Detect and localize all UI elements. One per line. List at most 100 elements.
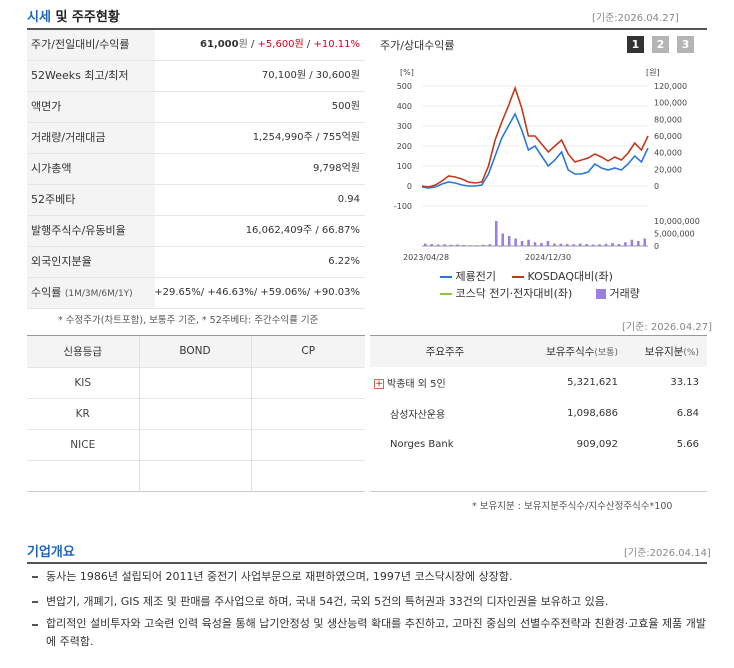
left-tick-label: 400 <box>397 102 412 111</box>
volume-bar <box>578 243 582 246</box>
volume-bar <box>572 244 576 246</box>
return-6m: +59.06% <box>260 287 307 298</box>
overview-item: 동사는 1986년 설립되어 2011년 중전기 사업부문으로 재편하였으며, … <box>46 570 513 583</box>
holder-shares: 909,092 <box>520 428 620 460</box>
credit-agency: NICE <box>27 428 140 460</box>
price-change-rate: +10.11% <box>313 39 360 50</box>
legend-kosdaq: KOSDAQ대비(좌) <box>512 268 613 284</box>
legend-label: 제룡전기 <box>455 270 496 283</box>
credit-agency: KR <box>27 397 140 429</box>
right-tick-label: 80,000 <box>654 115 682 124</box>
left-tick-label: 200 <box>397 142 412 151</box>
table-row: 삼성자산운용 1,098,686 6.84 <box>370 397 707 429</box>
legend-stock: 제룡전기 <box>440 268 496 284</box>
bond-rating <box>139 428 252 460</box>
volume-bar <box>520 241 524 246</box>
overview-item: 변압기, 개폐기, GIS 제조 및 판매를 주사업으로 하며, 국내 54건,… <box>46 595 609 608</box>
holder-name-cell[interactable]: + 박종태 외 5인 <box>370 366 520 398</box>
info-label: 시가총액 <box>27 154 155 184</box>
chart-tab-2[interactable]: 2 <box>652 36 669 53</box>
chart: [%] [원] 500 400 300 200 100 0 -100 120,000 100,… <box>394 68 700 262</box>
info-row-market-cap: 시가총액 9,798억원 <box>27 154 365 185</box>
volume-bar <box>494 221 498 246</box>
section-title-highlight: 시세 <box>27 10 51 25</box>
pct-header: 보유지분 <box>644 345 684 358</box>
credit-table: 신용등급 BOND CP KIS KR NICE <box>27 336 365 491</box>
holders-date: [기준: 2026.04.27] <box>622 322 713 333</box>
chart-tab-1[interactable]: 1 <box>627 36 644 53</box>
credit-header: BOND <box>139 336 252 367</box>
info-row-shares: 발행주식수/유동비율 16,062,409주 / 66.87% <box>27 216 365 247</box>
left-tick-label: 500 <box>397 82 412 91</box>
right-tick-label: 40,000 <box>654 149 682 158</box>
section-title-rest: 및 주주현황 <box>50 10 120 25</box>
volume-bar <box>643 238 647 246</box>
volume-bar <box>565 244 569 246</box>
volume-tick-label: 0 <box>654 242 659 251</box>
left-axis-ticks: 500 400 300 200 100 0 -100 <box>394 82 412 211</box>
info-label: 52Weeks 최고/최저 <box>27 61 155 91</box>
left-tick-label: -100 <box>394 202 412 211</box>
right-tick-label: 0 <box>654 182 659 191</box>
shares-header: 보유주식수 <box>546 345 595 358</box>
volume-bar <box>488 244 492 246</box>
legend-swatch-volume <box>596 289 606 299</box>
cp-rating <box>251 397 365 429</box>
volume-bar <box>443 244 446 246</box>
volume-bar <box>637 241 640 246</box>
legend-sector: 코스닥 전기·전자대비(좌) <box>440 285 572 301</box>
info-value: 6.22% <box>328 256 360 267</box>
chart-gridlines <box>422 85 648 247</box>
returns-values: +29.65%/ +46.63%/ +59.06%/ +90.03% <box>154 287 360 298</box>
right-tick-label: 100,000 <box>654 99 687 108</box>
shares-header-sub: (보통) <box>594 347 618 358</box>
info-row-face-value: 액면가 500원 <box>27 92 365 123</box>
table-row: NICE <box>27 428 365 460</box>
cp-rating <box>251 366 365 398</box>
bullet <box>32 576 38 578</box>
right-unit: [원] <box>646 68 660 77</box>
table-row: + 박종태 외 5인 5,321,621 33.13 <box>370 366 707 398</box>
volume-bar <box>501 233 505 246</box>
right-tick-label: 120,000 <box>654 82 687 91</box>
kosdaq-line <box>421 85 649 188</box>
info-row-volume: 거래량/거래대금 1,254,990주 / 755억원 <box>27 123 365 154</box>
volume-bar <box>559 243 563 246</box>
bullet <box>32 601 38 603</box>
section-date: [기준:2026.04.27] <box>592 13 679 24</box>
left-unit: [%] <box>400 68 414 77</box>
volume-bar <box>482 244 485 246</box>
return-3m: +46.63% <box>207 287 254 298</box>
volume-bar <box>462 245 466 246</box>
return-1m: +29.65% <box>154 287 201 298</box>
overview-divider <box>27 562 707 564</box>
legend-swatch-kosdaq <box>512 276 524 278</box>
info-row-price: 주가/전일대비/수익률 61,000원 / +5,600원 / +10.11% <box>27 30 365 61</box>
volume-bar <box>430 244 433 246</box>
current-price: 61,000 <box>200 39 239 50</box>
chart-title: 주가/상대수익률 <box>380 39 455 52</box>
chart-tab-3[interactable]: 3 <box>677 36 694 53</box>
credit-header-row: 신용등급 BOND CP <box>27 336 365 367</box>
holders-header-row: 주요주주 보유주식수(보통) 보유지분(%) <box>370 336 707 367</box>
info-value: 9,798억원 <box>312 163 360 174</box>
holder-pct: 5.66 <box>620 428 707 460</box>
volume-axis-ticks: 10,000,000 5,000,000 0 <box>654 217 700 251</box>
legend-label: KOSDAQ대비(좌) <box>527 270 613 283</box>
credit-divider <box>27 335 365 336</box>
holder-shares: 5,321,621 <box>520 366 620 398</box>
holders-bottom-line <box>370 491 707 492</box>
holders-header: 주요주주 <box>370 336 520 367</box>
holders-table: 주요주주 보유주식수(보통) 보유지분(%) + 박종태 외 5인 5,321,6… <box>370 336 707 460</box>
holder-name: 박종태 외 5인 <box>387 379 446 390</box>
holder-pct: 33.13 <box>620 366 707 398</box>
volume-bar <box>456 244 459 246</box>
price-value: 61,000원 / +5,600원 / +10.11% <box>200 30 360 60</box>
info-label: 거래량/거래대금 <box>27 123 155 153</box>
info-row-returns: 수익률 (1M/3M/6M/1Y) +29.65%/ +46.63%/ +59.… <box>27 278 365 309</box>
volume-bar <box>611 243 614 246</box>
bond-rating <box>139 459 252 491</box>
left-tick-label: 100 <box>397 162 412 171</box>
holder-pct: 6.84 <box>620 397 707 429</box>
expand-plus-icon[interactable]: + <box>374 379 384 389</box>
